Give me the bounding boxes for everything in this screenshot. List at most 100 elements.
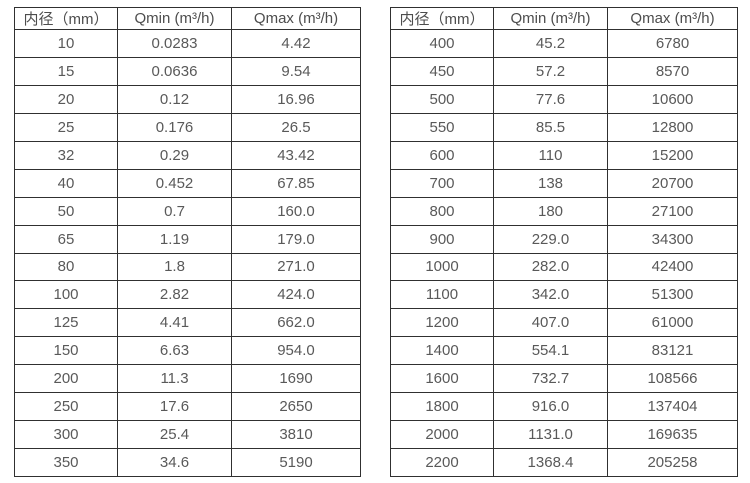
- table-cell: 27100: [607, 196, 738, 226]
- table-cell: 916.0: [493, 392, 608, 422]
- table-cell: 6780: [607, 29, 738, 58]
- table-cell: 9.54: [231, 56, 361, 86]
- table-cell: 424.0: [231, 280, 361, 310]
- table-row: 400 45.2 6780: [390, 29, 738, 58]
- table-cell: 20: [14, 84, 118, 114]
- table-row: 2200 1368.4 205258: [390, 448, 738, 477]
- table-row: 600 110 15200: [390, 140, 738, 170]
- table-cell: 65: [14, 224, 118, 254]
- table-cell: 8570: [607, 56, 738, 86]
- table-cell: 0.7: [117, 196, 232, 226]
- table-row: 50 0.7 160.0: [14, 196, 361, 226]
- table-cell: 400: [390, 29, 494, 58]
- table-row: 25 0.176 26.5: [14, 112, 361, 142]
- table-cell: 77.6: [493, 84, 608, 114]
- table-cell: 1690: [231, 364, 361, 394]
- table-cell: 16.96: [231, 84, 361, 114]
- table-cell: 43.42: [231, 140, 361, 170]
- table-cell: 0.0636: [117, 56, 232, 86]
- table-cell: 350: [14, 448, 118, 477]
- table-row: 200 11.3 1690: [14, 364, 361, 394]
- table-cell: 85.5: [493, 112, 608, 142]
- table-cell: 138: [493, 168, 608, 198]
- table-cell: 2650: [231, 392, 361, 422]
- table-cell: 282.0: [493, 252, 608, 282]
- table-cell: 17.6: [117, 392, 232, 422]
- table-cell: 83121: [607, 336, 738, 366]
- table-row: 550 85.5 12800: [390, 112, 738, 142]
- table-cell: 108566: [607, 364, 738, 394]
- table-cell: 0.29: [117, 140, 232, 170]
- table-cell: 61000: [607, 308, 738, 338]
- header-row: 内径（mm） Qmin (m³/h) Qmax (m³/h): [390, 7, 738, 30]
- table-cell: 554.1: [493, 336, 608, 366]
- table-cell: 6.63: [117, 336, 232, 366]
- table-row: 100 2.82 424.0: [14, 280, 361, 310]
- table-cell: 1400: [390, 336, 494, 366]
- table-row: 40 0.452 67.85: [14, 168, 361, 198]
- table-cell: 11.3: [117, 364, 232, 394]
- table-row: 500 77.6 10600: [390, 84, 738, 114]
- table-cell: 34300: [607, 224, 738, 254]
- table-cell: 407.0: [493, 308, 608, 338]
- table-row: 700 138 20700: [390, 168, 738, 198]
- table-cell: 26.5: [231, 112, 361, 142]
- table-cell: 700: [390, 168, 494, 198]
- table-cell: 250: [14, 392, 118, 422]
- table-row: 125 4.41 662.0: [14, 308, 361, 338]
- table-cell: 137404: [607, 392, 738, 422]
- table-row: 800 180 27100: [390, 196, 738, 226]
- table-row: 1200 407.0 61000: [390, 308, 738, 338]
- table-cell: 10: [14, 29, 118, 58]
- table-cell: 0.12: [117, 84, 232, 114]
- table-cell: 20700: [607, 168, 738, 198]
- table-cell: 800: [390, 196, 494, 226]
- column-header-qmin: Qmin (m³/h): [117, 7, 232, 30]
- table-row: 1800 916.0 137404: [390, 392, 738, 422]
- table-cell: 550: [390, 112, 494, 142]
- table-cell: 169635: [607, 420, 738, 450]
- table-row: 250 17.6 2650: [14, 392, 361, 422]
- header-row: 内径（mm） Qmin (m³/h) Qmax (m³/h): [14, 7, 361, 30]
- table-row: 150 6.63 954.0: [14, 336, 361, 366]
- table-cell: 51300: [607, 280, 738, 310]
- table-row: 10 0.0283 4.42: [14, 29, 361, 58]
- table-cell: 2200: [390, 448, 494, 477]
- table-header: 内径（mm） Qmin (m³/h) Qmax (m³/h): [14, 7, 361, 30]
- table-cell: 40: [14, 168, 118, 198]
- table-cell: 15: [14, 56, 118, 86]
- table-cell: 15200: [607, 140, 738, 170]
- table-cell: 1200: [390, 308, 494, 338]
- table-cell: 229.0: [493, 224, 608, 254]
- column-header-qmax: Qmax (m³/h): [607, 7, 738, 30]
- table-body: 10 0.0283 4.42 15 0.0636 9.54 20 0.12 16.96 25 0.1…: [14, 29, 361, 477]
- table-body: 400 45.2 6780 450 57.2 8570 500 77.6 10600 550 85.…: [390, 29, 738, 477]
- table-cell: 34.6: [117, 448, 232, 477]
- column-header-qmax: Qmax (m³/h): [231, 7, 361, 30]
- table-cell: 45.2: [493, 29, 608, 58]
- table-row: 1600 732.7 108566: [390, 364, 738, 394]
- table-cell: 342.0: [493, 280, 608, 310]
- table-cell: 0.176: [117, 112, 232, 142]
- table-cell: 4.41: [117, 308, 232, 338]
- table-cell: 300: [14, 420, 118, 450]
- table-cell: 662.0: [231, 308, 361, 338]
- table-cell: 4.42: [231, 29, 361, 58]
- table-cell: 125: [14, 308, 118, 338]
- table-cell: 50: [14, 196, 118, 226]
- table-cell: 179.0: [231, 224, 361, 254]
- table-cell: 180: [493, 196, 608, 226]
- table-cell: 32: [14, 140, 118, 170]
- table-cell: 450: [390, 56, 494, 86]
- table-cell: 0.452: [117, 168, 232, 198]
- table-row: 80 1.8 271.0: [14, 252, 361, 282]
- table-cell: 271.0: [231, 252, 361, 282]
- table-cell: 57.2: [493, 56, 608, 86]
- table-row: 1400 554.1 83121: [390, 336, 738, 366]
- table-cell: 25.4: [117, 420, 232, 450]
- table-cell: 2.82: [117, 280, 232, 310]
- table-cell: 12800: [607, 112, 738, 142]
- table-cell: 1.8: [117, 252, 232, 282]
- table-cell: 500: [390, 84, 494, 114]
- table-cell: 1368.4: [493, 448, 608, 477]
